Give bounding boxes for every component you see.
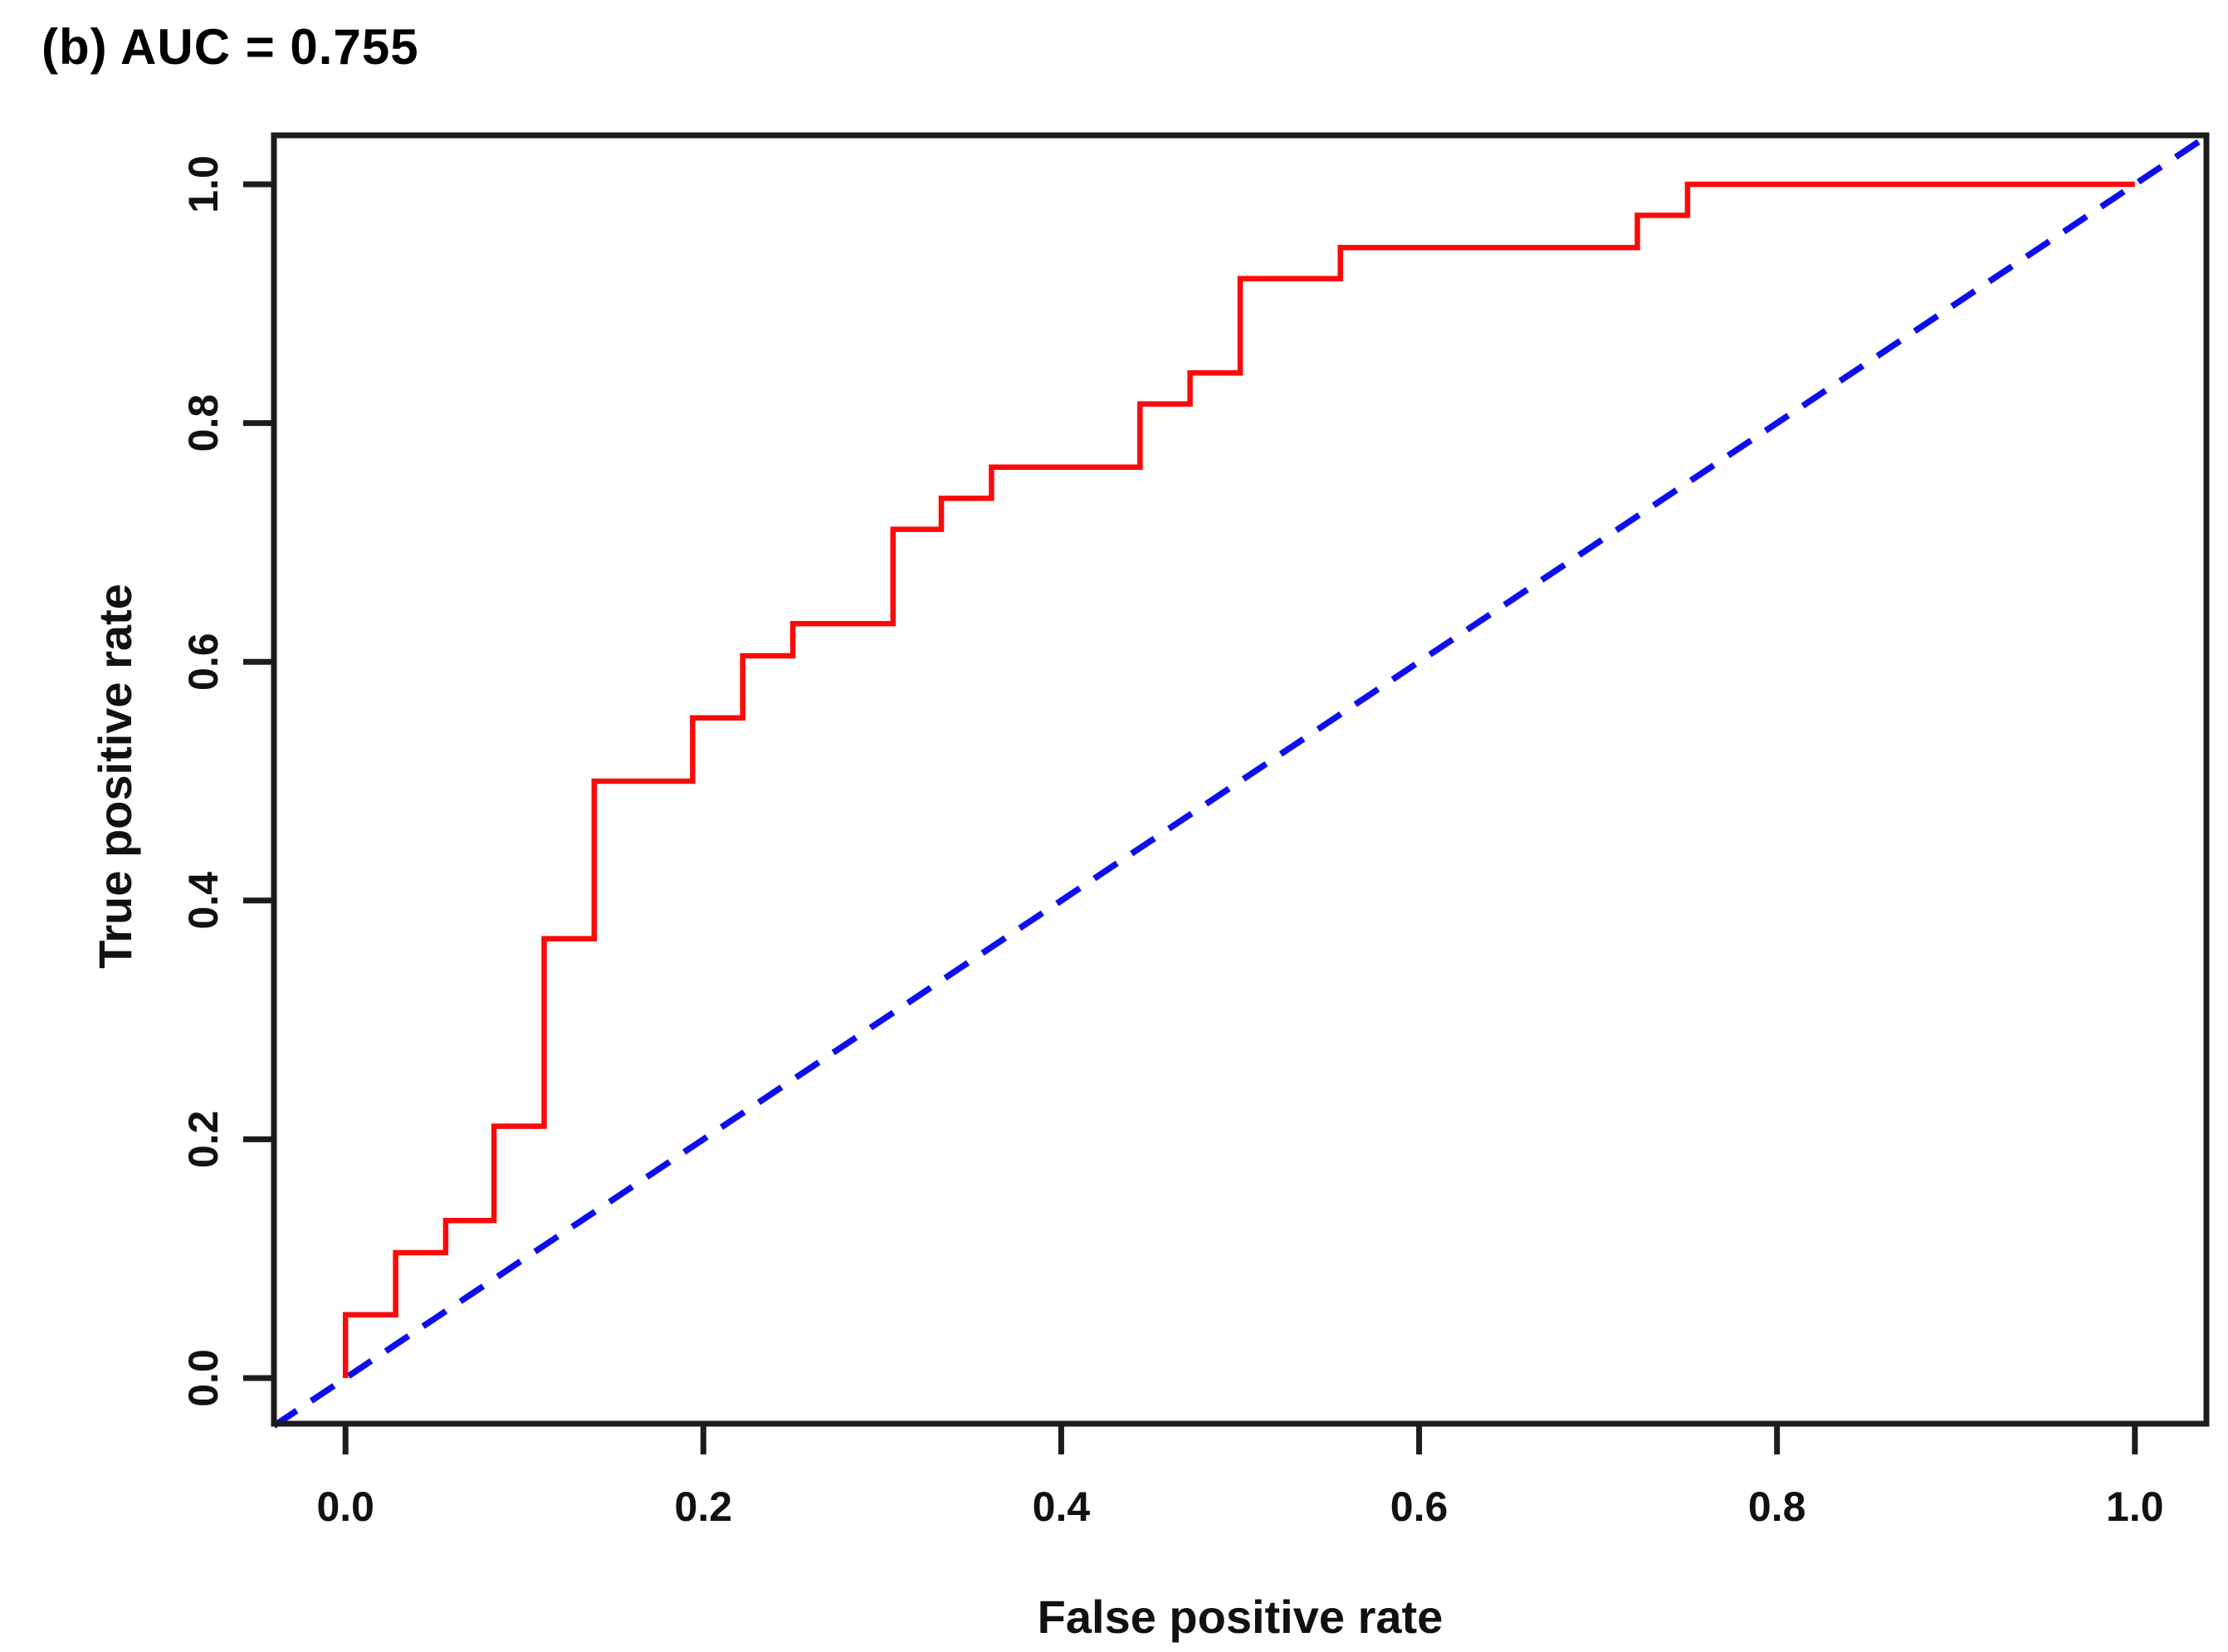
x-tick-label: 0.8 [1748, 1483, 1806, 1530]
y-tick-label: 0.6 [180, 633, 227, 691]
plot-box [271, 132, 2210, 1427]
y-tick-label: 0.8 [180, 394, 227, 452]
y-tick-label: 0.2 [180, 1111, 227, 1169]
y-tick-label: 0.0 [180, 1349, 227, 1407]
chance-diagonal-line [271, 134, 2209, 1429]
x-tick-label: 0.0 [316, 1483, 374, 1530]
y-axis-label: True positive rate [89, 584, 141, 969]
x-tick-label: 0.6 [1390, 1483, 1449, 1530]
x-tick-label: 0.2 [675, 1483, 733, 1530]
x-tick-label: 0.4 [1033, 1483, 1091, 1530]
chance-diagonal [271, 134, 2209, 1429]
roc-curve [342, 181, 2135, 1378]
x-axis-ticks: 0.0 0.2 0.4 0.6 0.8 1.0 [316, 1424, 2164, 1530]
y-tick-label: 1.0 [180, 155, 227, 213]
plot-border [271, 132, 2210, 1427]
x-axis-label: False positive rate [1038, 1591, 1444, 1643]
roc-curve-line [342, 181, 2135, 1378]
y-axis-ticks: 0.0 0.2 0.4 0.6 0.8 1.0 [180, 155, 274, 1407]
chart-title: (b) AUC = 0.755 [42, 19, 419, 75]
y-tick-label: 0.4 [180, 872, 227, 930]
x-tick-label: 1.0 [2106, 1483, 2164, 1530]
